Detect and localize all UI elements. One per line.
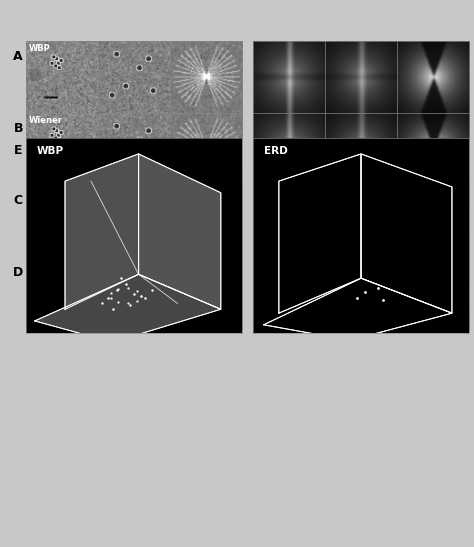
Polygon shape <box>264 278 452 340</box>
Polygon shape <box>65 154 138 309</box>
Polygon shape <box>35 275 221 342</box>
Text: Wiener: Wiener <box>29 116 63 125</box>
Text: XY: XY <box>53 322 72 335</box>
Text: XZ: XZ <box>197 322 216 335</box>
Text: B: B <box>13 122 23 135</box>
Text: WBP: WBP <box>29 44 51 53</box>
Polygon shape <box>279 154 361 313</box>
Text: ERD: ERD <box>29 260 48 270</box>
Text: WBP: WBP <box>37 146 64 156</box>
Polygon shape <box>138 154 221 309</box>
Text: A: A <box>13 50 23 63</box>
Text: ERD: ERD <box>264 146 287 156</box>
Text: C: C <box>14 194 23 207</box>
Text: E: E <box>14 144 22 157</box>
Polygon shape <box>361 154 452 313</box>
Text: D: D <box>13 266 23 280</box>
Text: YZ: YZ <box>125 322 143 335</box>
Text: FFT: FFT <box>348 322 374 335</box>
Text: ID: ID <box>29 188 39 197</box>
